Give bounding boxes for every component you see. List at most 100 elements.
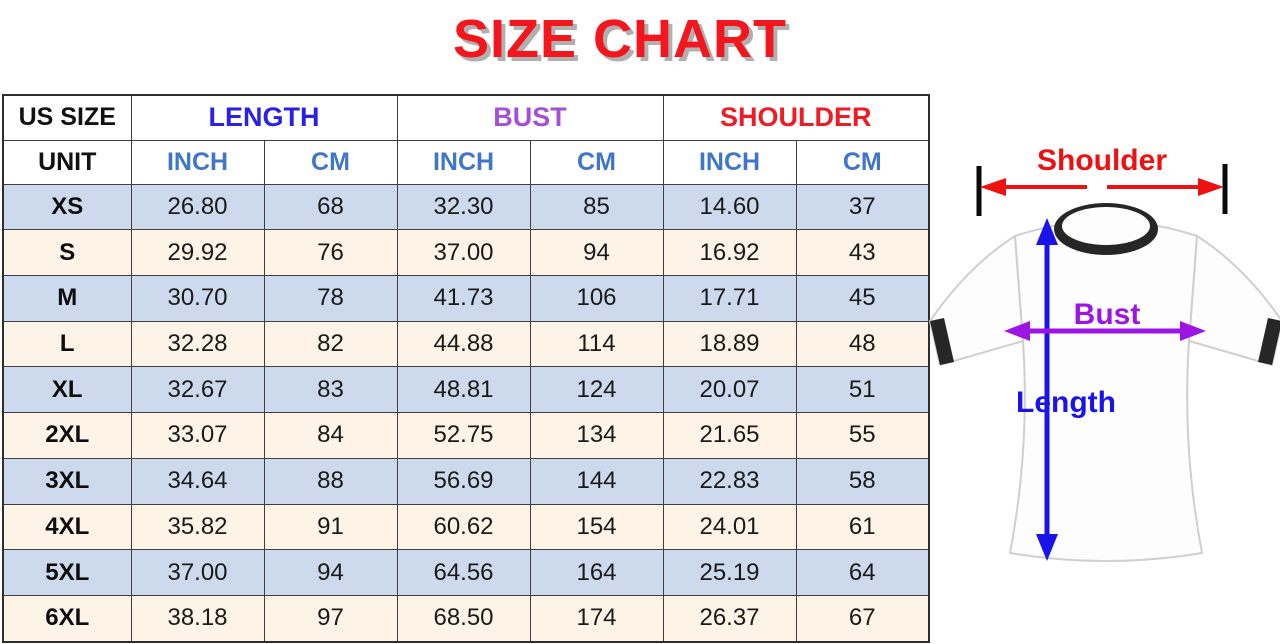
size-cell: 5XL — [2, 549, 132, 596]
value-cell: 114 — [529, 320, 664, 368]
value-cell: 68.50 — [396, 594, 531, 643]
value-cell: 88 — [263, 457, 398, 505]
length-arrowhead-bottom — [1036, 534, 1058, 561]
length-inch-header: INCH — [130, 139, 265, 185]
value-cell: 20.07 — [662, 366, 797, 414]
size-cell: 4XL — [2, 503, 132, 551]
us-size-header: US SIZE — [2, 94, 132, 141]
bust-label: Bust — [1074, 298, 1141, 331]
bust-arrowhead-left — [1004, 321, 1030, 341]
bust-group-header: BUST — [396, 94, 664, 141]
value-cell: 67 — [795, 594, 930, 643]
size-cell: 6XL — [2, 594, 132, 643]
tshirt-right-cuff — [1258, 318, 1280, 365]
size-cell: 3XL — [2, 457, 132, 505]
value-cell: 68 — [263, 183, 398, 231]
value-cell: 44.88 — [396, 320, 531, 368]
table-row: M 30.70 78 41.73 106 17.71 45 — [2, 274, 930, 322]
value-cell: 82 — [263, 320, 398, 368]
bust-arrowhead-right — [1180, 321, 1206, 341]
value-cell: 26.80 — [130, 183, 265, 231]
table-row: XL 32.67 83 48.81 124 20.07 51 — [2, 366, 930, 414]
value-cell: 55 — [795, 412, 930, 459]
value-cell: 85 — [529, 183, 664, 231]
value-cell: 37.00 — [130, 549, 265, 596]
bust-cm-header: CM — [529, 139, 664, 185]
value-cell: 84 — [263, 412, 398, 459]
value-cell: 64 — [795, 549, 930, 596]
value-cell: 33.07 — [130, 412, 265, 459]
value-cell: 37.00 — [396, 229, 531, 276]
value-cell: 29.92 — [130, 229, 265, 276]
table-row: 4XL 35.82 91 60.62 154 24.01 61 — [2, 503, 930, 551]
value-cell: 48.81 — [396, 366, 531, 414]
shoulder-group-header: SHOULDER — [662, 94, 930, 141]
size-chart-table: US SIZE LENGTH BUST SHOULDER UNIT INCH C… — [2, 94, 931, 643]
value-cell: 24.01 — [662, 503, 797, 551]
value-cell: 174 — [529, 594, 664, 643]
value-cell: 58 — [795, 457, 930, 505]
value-cell: 124 — [529, 366, 664, 414]
length-label: Length — [1016, 386, 1116, 419]
value-cell: 91 — [263, 503, 398, 551]
value-cell: 64.56 — [396, 549, 531, 596]
value-cell: 32.28 — [130, 320, 265, 368]
value-cell: 97 — [263, 594, 398, 643]
unit-header: UNIT — [2, 139, 132, 185]
tshirt-diagram: Shoulder Length Bust — [920, 128, 1280, 644]
table-row: 5XL 37.00 94 64.56 164 25.19 64 — [2, 549, 930, 596]
value-cell: 30.70 — [130, 274, 265, 322]
length-cm-header: CM — [263, 139, 398, 185]
value-cell: 14.60 — [662, 183, 797, 231]
tshirt-graphic: Shoulder Length Bust — [928, 144, 1280, 562]
shoulder-label: Shoulder — [1037, 144, 1167, 177]
length-group-header: LENGTH — [130, 94, 398, 141]
value-cell: 60.62 — [396, 503, 531, 551]
value-cell: 35.82 — [130, 503, 265, 551]
value-cell: 48 — [795, 320, 930, 368]
shoulder-cm-header: CM — [795, 139, 930, 185]
value-cell: 78 — [263, 274, 398, 322]
size-cell: XS — [2, 183, 132, 231]
value-cell: 16.92 — [662, 229, 797, 276]
size-cell: 2XL — [2, 412, 132, 459]
table-row: 3XL 34.64 88 56.69 144 22.83 58 — [2, 457, 930, 505]
size-rows: XS 26.80 68 32.30 85 14.60 37 S 29.92 76 37.00 94 16… — [2, 183, 930, 643]
size-cell: M — [2, 274, 132, 322]
shoulder-arrowhead-left — [980, 178, 1006, 196]
value-cell: 56.69 — [396, 457, 531, 505]
tshirt-right-sleeve — [1187, 234, 1280, 367]
page-title: SIZE CHART — [453, 9, 787, 69]
value-cell: 22.83 — [662, 457, 797, 505]
value-cell: 45 — [795, 274, 930, 322]
bust-inch-header: INCH — [396, 139, 531, 185]
value-cell: 106 — [529, 274, 664, 322]
table-row: 6XL 38.18 97 68.50 174 26.37 67 — [2, 594, 930, 643]
value-cell: 21.65 — [662, 412, 797, 459]
size-cell: XL — [2, 366, 132, 414]
value-cell: 94 — [529, 229, 664, 276]
value-cell: 94 — [263, 549, 398, 596]
value-cell: 134 — [529, 412, 664, 459]
value-cell: 25.19 — [662, 549, 797, 596]
length-arrowhead-top — [1036, 218, 1058, 245]
shoulder-inch-header: INCH — [662, 139, 797, 185]
shoulder-arrowhead-right — [1198, 178, 1224, 196]
value-cell: 37 — [795, 183, 930, 231]
group-header-row: US SIZE LENGTH BUST SHOULDER — [2, 94, 930, 141]
unit-header-row: UNIT INCH CM INCH CM INCH CM — [2, 139, 930, 185]
value-cell: 154 — [529, 503, 664, 551]
value-cell: 26.37 — [662, 594, 797, 643]
size-cell: L — [2, 320, 132, 368]
value-cell: 32.67 — [130, 366, 265, 414]
value-cell: 144 — [529, 457, 664, 505]
value-cell: 43 — [795, 229, 930, 276]
value-cell: 34.64 — [130, 457, 265, 505]
value-cell: 76 — [263, 229, 398, 276]
value-cell: 38.18 — [130, 594, 265, 643]
value-cell: 83 — [263, 366, 398, 414]
table-row: S 29.92 76 37.00 94 16.92 43 — [2, 229, 930, 276]
tshirt-left-cuff — [930, 318, 954, 365]
table-row: L 32.28 82 44.88 114 18.89 48 — [2, 320, 930, 368]
tshirt-collar-opening — [1062, 207, 1150, 245]
